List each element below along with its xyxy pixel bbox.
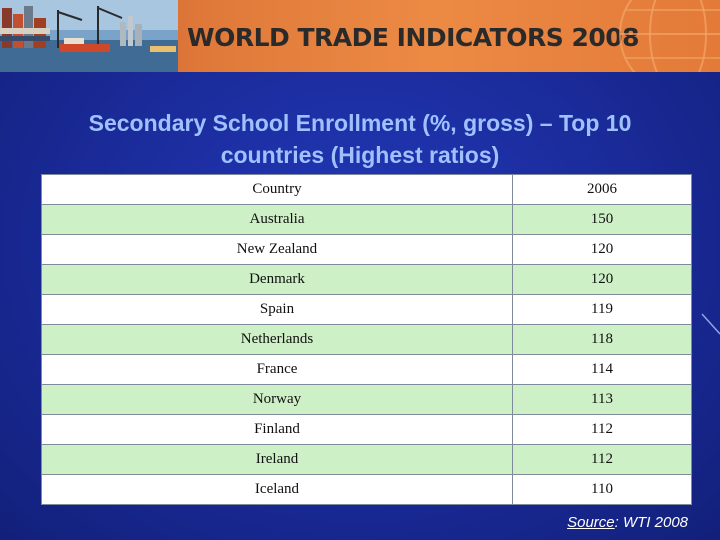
country-cell: Iceland — [41, 474, 513, 505]
country-cell: Denmark — [41, 264, 513, 295]
source-note: Source: WTI 2008 — [567, 514, 688, 531]
value-cell: 114 — [512, 354, 692, 385]
value-cell: 112 — [512, 444, 692, 475]
globe-icon — [619, 0, 720, 72]
value-cell: 113 — [512, 384, 692, 415]
country-cell: Ireland — [41, 444, 513, 475]
enrollment-table-container: Country 2006 Australia 150 New Zealand 1… — [41, 174, 692, 505]
country-cell: Australia — [41, 204, 513, 235]
value-cell: 150 — [512, 204, 692, 235]
column-header-country: Country — [41, 174, 513, 205]
value-cell: 112 — [512, 414, 692, 445]
table-row: Finland 112 — [41, 414, 692, 445]
country-cell: Spain — [41, 294, 513, 325]
country-cell: Netherlands — [41, 324, 513, 355]
country-cell: Finland — [41, 414, 513, 445]
table-row: Iceland 110 — [41, 474, 692, 505]
column-header-year: 2006 — [512, 174, 692, 205]
banner-title: WORLD TRADE INDICATORS 2008 — [187, 23, 640, 52]
header-banner: WORLD TRADE INDICATORS 2008 — [0, 0, 720, 72]
table-row: Ireland 112 — [41, 444, 692, 475]
enrollment-table: Country 2006 Australia 150 New Zealand 1… — [41, 174, 692, 505]
decorative-line — [701, 313, 720, 335]
page-title: Secondary School Enrollment (%, gross) –… — [88, 110, 632, 168]
source-text: : WTI 2008 — [614, 514, 688, 531]
value-cell: 110 — [512, 474, 692, 505]
table-row: Australia 150 — [41, 204, 692, 235]
source-label: Source — [567, 514, 615, 531]
table-row: Norway 113 — [41, 384, 692, 415]
table-header-row: Country 2006 — [41, 174, 692, 205]
table-row: France 114 — [41, 354, 692, 385]
value-cell: 120 — [512, 264, 692, 295]
country-cell: New Zealand — [41, 234, 513, 265]
table-row: Spain 119 — [41, 294, 692, 325]
table-row: Netherlands 118 — [41, 324, 692, 355]
country-cell: France — [41, 354, 513, 385]
country-cell: Norway — [41, 384, 513, 415]
table-row: Denmark 120 — [41, 264, 692, 295]
value-cell: 120 — [512, 234, 692, 265]
harbor-photo-icon — [0, 0, 178, 72]
table-row: New Zealand 120 — [41, 234, 692, 265]
value-cell: 119 — [512, 294, 692, 325]
value-cell: 118 — [512, 324, 692, 355]
